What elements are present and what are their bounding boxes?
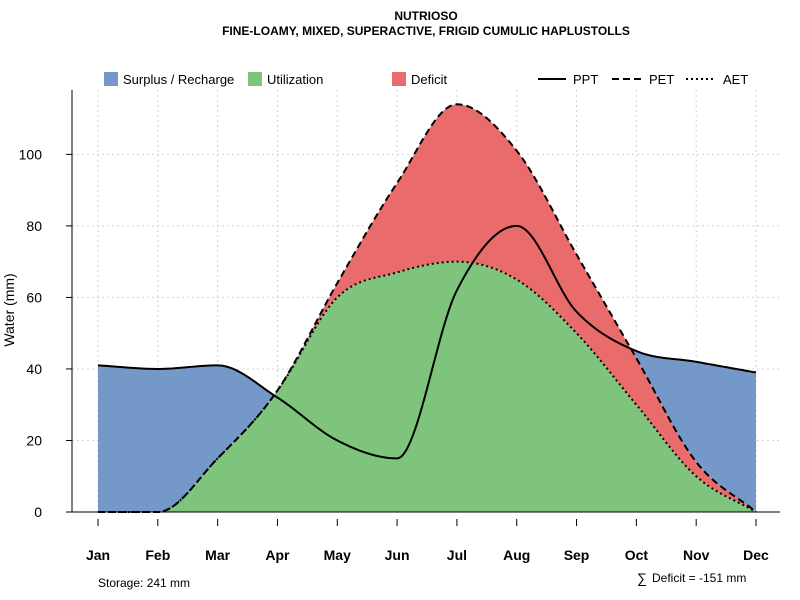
x-tick-label: Jan bbox=[86, 547, 110, 563]
x-tick-label: May bbox=[324, 547, 351, 563]
y-tick-label: 60 bbox=[26, 289, 42, 305]
legend-label-ppt: PPT bbox=[573, 72, 598, 87]
y-tick-label: 100 bbox=[19, 146, 43, 162]
x-tick-label: Mar bbox=[205, 547, 230, 563]
series-lines bbox=[97, 103, 757, 513]
legend-swatch-utilization bbox=[248, 72, 262, 86]
legend-label-pet: PET bbox=[649, 72, 674, 87]
x-tick-label: Oct bbox=[625, 547, 649, 563]
x-tick-label: Sep bbox=[564, 547, 590, 563]
surplus-recharge-area bbox=[98, 104, 756, 512]
x-tick-label: Aug bbox=[503, 547, 530, 563]
y-tick-label: 20 bbox=[26, 432, 42, 448]
storage-annotation: Storage: 241 mm bbox=[98, 576, 190, 590]
legend-label-aet: AET bbox=[723, 72, 748, 87]
legend-label-utilization: Utilization bbox=[267, 72, 323, 87]
legend-label-deficit: Deficit bbox=[411, 72, 448, 87]
y-tick-label: 80 bbox=[26, 218, 42, 234]
area-fills bbox=[98, 104, 756, 512]
x-tick-label: Feb bbox=[145, 547, 170, 563]
x-tick-label: Dec bbox=[743, 547, 769, 563]
y-tick-label: 0 bbox=[34, 504, 42, 520]
legend-label-surplus: Surplus / Recharge bbox=[123, 72, 234, 87]
series-line-ppt bbox=[97, 224, 757, 460]
x-tick-label: Jun bbox=[385, 547, 410, 563]
x-tick-label: Apr bbox=[265, 547, 290, 563]
deficit-sum-symbol: ∑ bbox=[637, 570, 647, 586]
deficit-area bbox=[98, 104, 756, 512]
series-line-pet bbox=[98, 103, 757, 513]
axes: 0 20 40 60 80 100 Jan Feb Mar Apr May Jun Jul Aug Sep O… bbox=[19, 90, 780, 563]
chart-title: NUTRIOSO bbox=[394, 9, 457, 23]
x-tick-label: Jul bbox=[447, 547, 467, 563]
x-tick-label: Nov bbox=[683, 547, 710, 563]
legend-swatch-surplus bbox=[104, 72, 118, 86]
chart-subtitle: FINE-LOAMY, MIXED, SUPERACTIVE, FRIGID C… bbox=[222, 24, 630, 38]
y-tick-label: 40 bbox=[26, 361, 42, 377]
y-axis-title: Water (mm) bbox=[1, 273, 17, 346]
series-line-aet bbox=[98, 260, 757, 513]
legend: Surplus / Recharge Utilization Deficit P… bbox=[104, 72, 748, 87]
deficit-annotation: Deficit = -151 mm bbox=[652, 571, 746, 585]
legend-swatch-deficit bbox=[392, 72, 406, 86]
